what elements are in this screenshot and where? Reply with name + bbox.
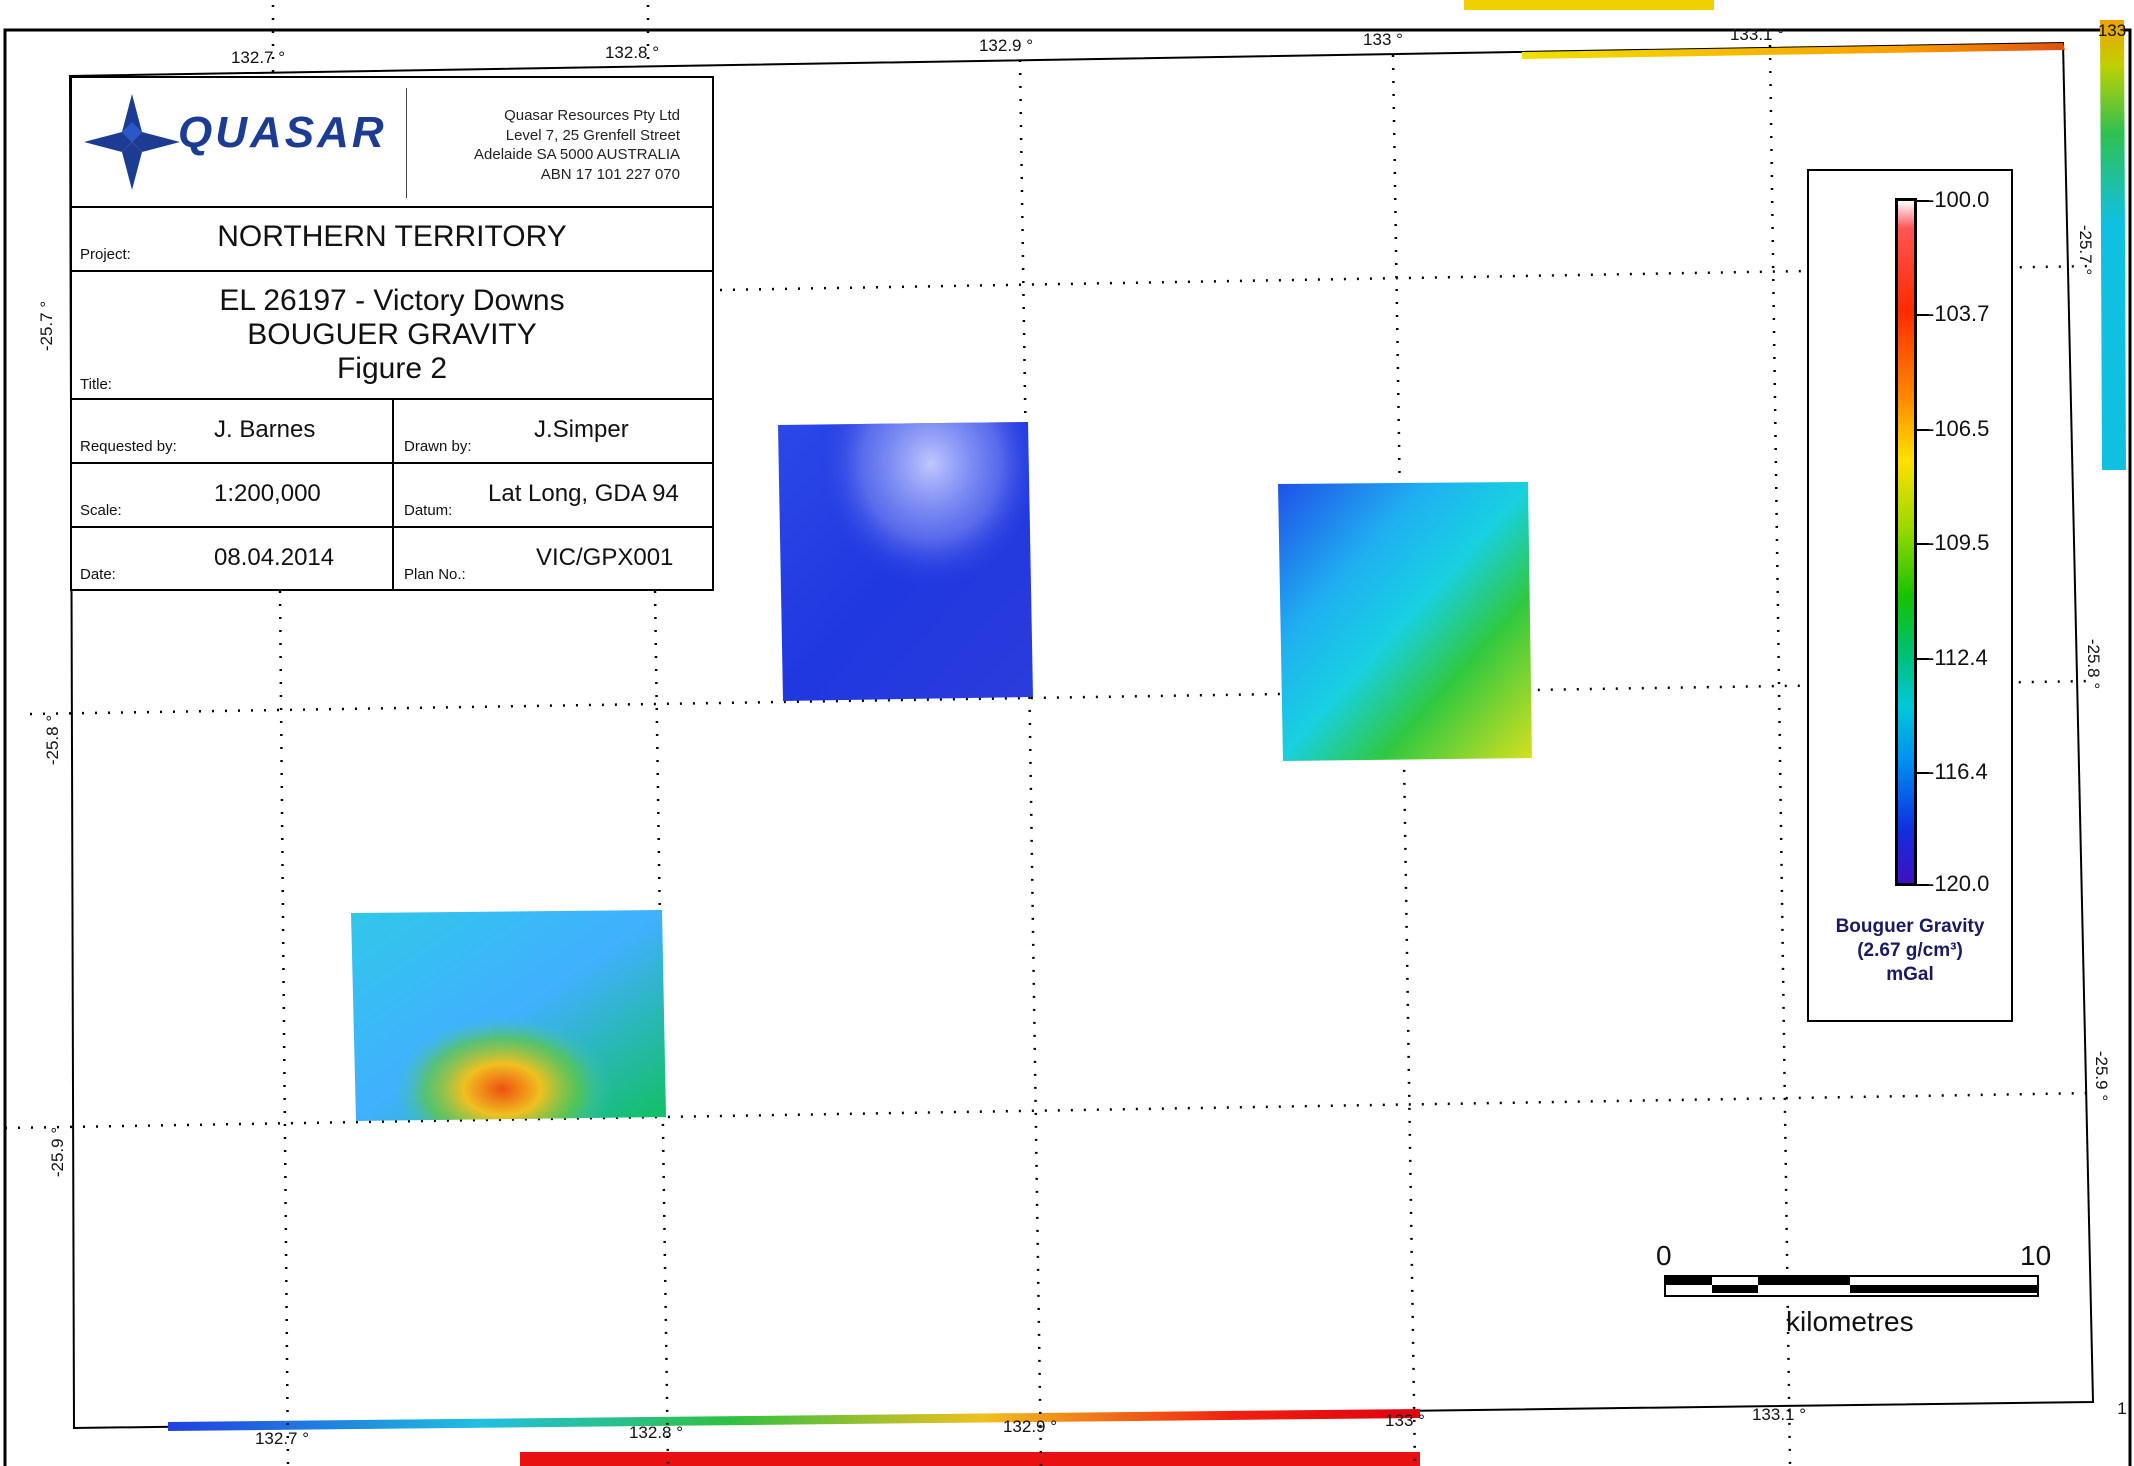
outer-frame xyxy=(3,28,2132,1466)
legend-tick xyxy=(1917,772,1929,774)
project-row: Project: NORTHERN TERRITORY xyxy=(72,206,712,270)
legend-tick xyxy=(1917,884,1929,886)
lon-label-bottom-4: 133 ° xyxy=(1385,1411,1425,1430)
legend-tick xyxy=(1917,543,1929,545)
scale-label: Scale: xyxy=(80,502,122,519)
datum-value: Lat Long, GDA 94 xyxy=(488,480,679,507)
date-value: 08.04.2014 xyxy=(214,544,335,571)
logo-area: QUASAR Quasar Resources Pty Ltd Level 7,… xyxy=(72,78,712,206)
lon-label-bottom-2: 132.8 ° xyxy=(629,1423,683,1442)
date-label: Date: xyxy=(80,566,116,583)
company-address: Quasar Resources Pty Ltd Level 7, 25 Gre… xyxy=(474,106,680,184)
lat-label-right-3: -25.9 ° xyxy=(2092,1051,2111,1101)
gravity-patch-south xyxy=(351,910,666,1121)
company-name: Quasar Resources Pty Ltd xyxy=(504,107,680,124)
scale-bar-segment xyxy=(1850,1285,2037,1293)
lon-label-bottom-1: 132.7 ° xyxy=(255,1429,309,1448)
top-neatline-strip xyxy=(1522,43,2065,59)
legend: -100.0 -103.7 -106.5 -109.5 -112.4 -116.… xyxy=(1807,169,2013,1022)
corner-label-top-right: 133 xyxy=(2098,21,2126,40)
legend-value: -109.5 xyxy=(1927,530,1990,555)
legend-title-line-3: mGal xyxy=(1886,964,1934,985)
scale-bar-end-label: 10 xyxy=(2020,1240,2052,1271)
legend-value: -112.4 xyxy=(1927,645,1988,670)
requested-row: Requested by: J. Barnes Drawn by: J.Simp… xyxy=(72,398,712,462)
lon-label-bottom-5: 133.1 ° xyxy=(1752,1405,1806,1424)
scale-bar-segment xyxy=(1666,1277,1712,1285)
lon-label-top-1: 132.7 ° xyxy=(231,48,285,67)
lat-label-left-2: -25.8 ° xyxy=(43,715,62,765)
scale-bar-segment xyxy=(1758,1277,1850,1285)
gravity-patch-east xyxy=(1278,482,1532,761)
legend-tick xyxy=(1917,314,1929,316)
drawn-by-value: J.Simper xyxy=(534,416,629,443)
lon-label-top-4: 133 ° xyxy=(1363,30,1403,49)
scale-row-divider xyxy=(392,464,394,526)
scale-row: Scale: 1:200,000 Datum: Lat Long, GDA 94 xyxy=(72,462,712,526)
legend-value: -103.7 xyxy=(1927,301,1990,326)
lat-label-left-1: -25.7 ° xyxy=(37,301,56,351)
legend-value: -116.4 xyxy=(1927,759,1988,784)
scale-bar-segment xyxy=(1712,1285,1758,1293)
legend-value: -100.0 xyxy=(1927,187,1990,212)
legend-value: -106.5 xyxy=(1927,416,1990,441)
requested-row-divider xyxy=(392,400,394,462)
plan-no-value: VIC/GPX001 xyxy=(536,544,674,571)
requested-by-label: Requested by: xyxy=(80,438,177,455)
bottom-edge-strip xyxy=(520,1452,1420,1466)
date-row: Date: 08.04.2014 Plan No.: VIC/GPX001 xyxy=(72,526,712,589)
lon-label-top-5: 133.1 ° xyxy=(1730,25,1784,44)
quasar-star-icon xyxy=(84,94,180,190)
lat-label-left-3: -25.9 ° xyxy=(48,1127,67,1177)
title-line-2: BOUGUER GRAVITY xyxy=(247,318,537,351)
drawn-by-label: Drawn by: xyxy=(404,438,472,455)
legend-title-line-1: Bouguer Gravity xyxy=(1835,916,1985,937)
legend-tick xyxy=(1917,658,1929,660)
project-label: Project: xyxy=(80,246,131,263)
lat-label-right-2: -25.8 ° xyxy=(2084,639,2103,689)
lon-label-top-2: 132.8 ° xyxy=(605,43,659,62)
lat-label-right-1: -25.7 ° xyxy=(2076,225,2095,275)
right-edge-strip xyxy=(2100,20,2126,470)
inner-neatline xyxy=(68,41,2095,1430)
datum-label: Datum: xyxy=(404,502,453,519)
legend-color-ramp xyxy=(1895,198,1917,886)
lon-label-top-3: 132.9 ° xyxy=(979,36,1033,55)
title-row: EL 26197 - Victory Downs BOUGUER GRAVITY… xyxy=(72,270,712,398)
company-address-line2: Adelaide SA 5000 AUSTRALIA xyxy=(474,146,680,163)
logo-text: QUASAR xyxy=(178,108,387,157)
top-edge-strip xyxy=(1464,0,1714,10)
lon-label-bottom-3: 132.9 ° xyxy=(1003,1417,1057,1436)
gravity-patch-west xyxy=(778,422,1033,701)
legend-title-line-2: (2.67 g/cm³) xyxy=(1857,940,1963,961)
title-line-1: EL 26197 - Victory Downs xyxy=(219,284,565,317)
legend-tick xyxy=(1917,429,1929,431)
project-value: NORTHERN TERRITORY xyxy=(217,220,567,253)
logo-divider xyxy=(406,88,407,198)
scale-value: 1:200,000 xyxy=(214,480,321,507)
scale-bar-start-label: 0 xyxy=(1656,1240,1672,1271)
graticule-longitude xyxy=(271,5,1792,1466)
legend-tick xyxy=(1917,200,1929,202)
scale-bar-unit-label: kilometres xyxy=(1786,1306,1914,1337)
company-abn: ABN 17 101 227 070 xyxy=(540,165,680,183)
company-address-line1: Level 7, 25 Grenfell Street xyxy=(505,126,680,144)
scale-bar xyxy=(1664,1275,2039,1297)
title-label: Title: xyxy=(80,376,112,393)
legend-value: -120.0 xyxy=(1927,871,1990,896)
title-block: QUASAR Quasar Resources Pty Ltd Level 7,… xyxy=(70,76,714,591)
plan-no-label: Plan No.: xyxy=(404,566,466,583)
corner-label-bottom-right: 1 xyxy=(2117,1399,2126,1418)
title-line-3: Figure 2 xyxy=(336,352,448,385)
requested-by-value: J. Barnes xyxy=(214,416,316,443)
date-row-divider xyxy=(392,528,394,589)
bottom-neatline-strip xyxy=(168,1409,1420,1431)
